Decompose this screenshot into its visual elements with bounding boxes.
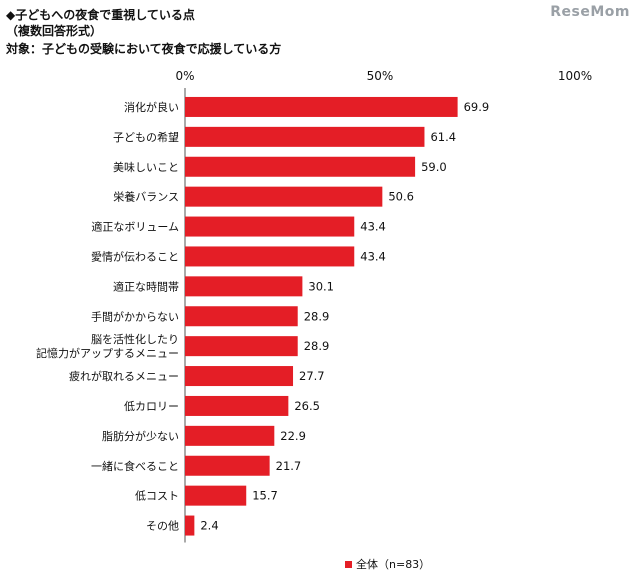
x-tick-label: 0%	[175, 69, 194, 83]
category-label: 手間がかからない	[91, 309, 179, 323]
category-label: 疲れが取れるメニュー	[69, 369, 179, 383]
bar	[185, 126, 425, 147]
bar	[185, 395, 289, 416]
category-label: 適正な時間帯	[113, 279, 179, 293]
data-label: 30.1	[308, 279, 334, 293]
bar	[185, 366, 294, 387]
category-label: 消化が良い	[124, 100, 179, 114]
bar	[185, 485, 247, 506]
bar	[185, 186, 383, 207]
x-tick-label: 50%	[367, 69, 394, 83]
data-label: 50.6	[388, 190, 414, 204]
legend: 全体（n=83）	[345, 556, 430, 572]
chart-target-note: 対象：子どもの受験において夜食で応援している方	[6, 42, 282, 56]
data-label: 26.5	[294, 399, 320, 413]
category-label: 美味しいこと	[113, 161, 179, 174]
bar	[185, 306, 298, 327]
data-label: 59.0	[421, 160, 447, 174]
bar	[185, 276, 303, 297]
data-label: 27.7	[299, 369, 325, 383]
bar	[185, 96, 458, 117]
category-label: 脂肪分が少ない	[102, 429, 179, 443]
x-tick-label: 100%	[558, 69, 592, 83]
category-label: その他	[146, 520, 179, 533]
category-label: 一緒に食べること	[91, 459, 179, 473]
bar	[185, 425, 275, 446]
data-label: 2.4	[200, 519, 218, 533]
bar	[185, 246, 355, 267]
bar	[185, 336, 298, 357]
data-label: 61.4	[430, 130, 456, 144]
chart-subtitle: （複数回答形式）	[6, 24, 103, 38]
bar	[185, 216, 355, 237]
bar	[185, 455, 270, 476]
resemom-logo: ReseMom	[550, 4, 630, 20]
data-label: 43.4	[360, 220, 386, 234]
bar	[185, 156, 416, 177]
data-label: 43.4	[360, 249, 386, 263]
category-label: 愛情が伝わること	[91, 249, 179, 263]
bar	[185, 515, 195, 536]
category-label: 子どもの希望	[113, 130, 179, 144]
category-label: 低カロリー	[124, 400, 179, 413]
data-label: 28.9	[304, 309, 330, 323]
data-label: 69.9	[464, 100, 490, 114]
data-label: 15.7	[252, 489, 278, 503]
category-label: 栄養バランス	[113, 190, 179, 204]
chart-title: ◆子どもへの夜食で重視している点	[6, 8, 195, 22]
data-label: 22.9	[280, 429, 306, 443]
legend-label: 全体（n=83）	[356, 558, 431, 571]
category-label: 適正なボリューム	[91, 220, 179, 234]
category-label: 脳を活性化したり記憶力がアップするメニュー	[36, 332, 179, 360]
data-label: 21.7	[276, 459, 302, 473]
category-label: 低コスト	[135, 490, 179, 503]
data-label: 28.9	[304, 339, 330, 353]
legend-swatch	[345, 560, 352, 568]
